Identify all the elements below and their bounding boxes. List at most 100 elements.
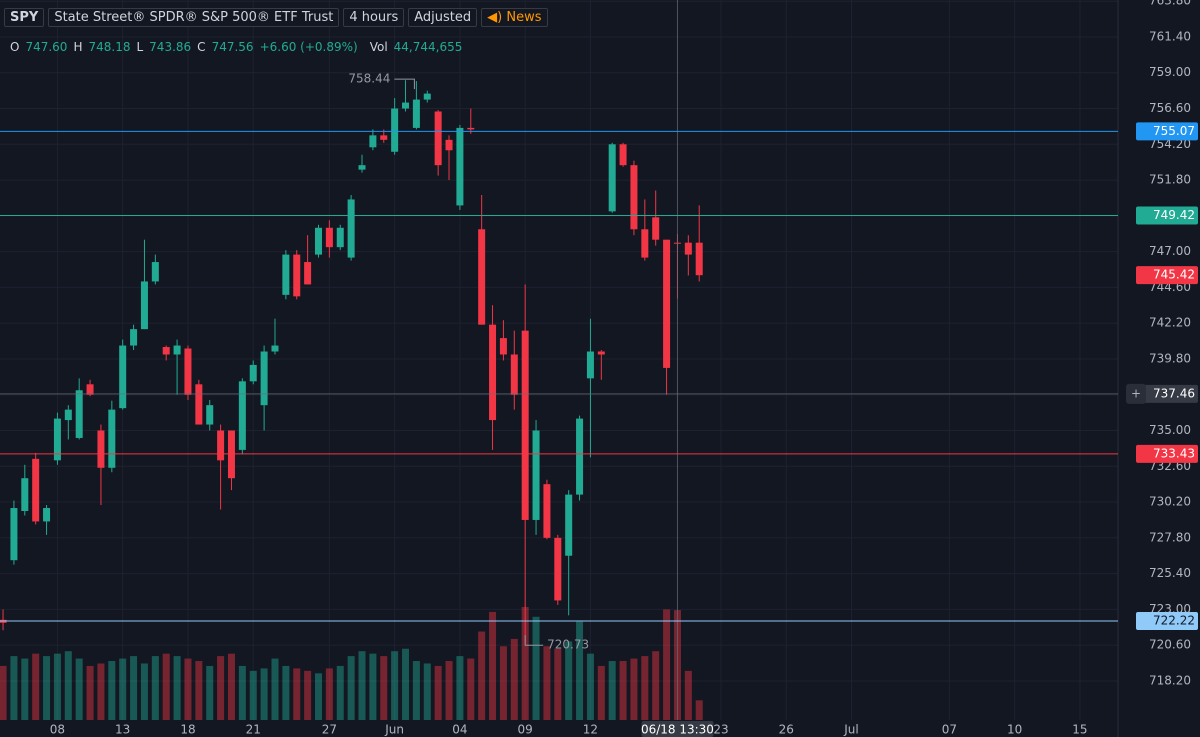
volume-bar bbox=[543, 646, 551, 720]
candle-body bbox=[663, 239, 671, 368]
candle-body bbox=[565, 494, 573, 556]
volume-bar bbox=[695, 700, 703, 720]
news-button[interactable]: ◀) News bbox=[481, 8, 548, 27]
candle-body bbox=[467, 127, 475, 130]
legend-key: H bbox=[73, 40, 83, 54]
volume-bar bbox=[489, 611, 497, 720]
candle-body bbox=[140, 281, 148, 330]
candle-body bbox=[21, 478, 29, 512]
x-tick-label: 23 bbox=[713, 723, 728, 737]
symbol-name[interactable]: State Street® SPDR® S&P 500® ETF Trust bbox=[48, 8, 340, 27]
volume-bar bbox=[412, 661, 420, 720]
x-tick-label: 26 bbox=[779, 723, 794, 737]
volume-bar bbox=[467, 658, 475, 720]
volume-bar bbox=[358, 651, 366, 720]
candle-body bbox=[53, 418, 61, 461]
crosshair-add-icon: + bbox=[1131, 386, 1141, 400]
volume-bar bbox=[75, 658, 83, 720]
candle-body bbox=[238, 381, 246, 450]
volume-bar bbox=[140, 663, 148, 720]
candle-body bbox=[445, 139, 453, 151]
crosshair-time-bg bbox=[641, 721, 714, 737]
candle-body bbox=[282, 254, 290, 295]
candle-body bbox=[249, 364, 257, 382]
volume-bar bbox=[445, 661, 453, 720]
legend-change: +6.60 (+0.89%) bbox=[259, 40, 358, 54]
candle-body bbox=[619, 144, 627, 166]
volume-bar bbox=[227, 653, 235, 720]
volume-bar bbox=[314, 673, 322, 720]
price-line-label-bg bbox=[1136, 444, 1198, 463]
volume-bar bbox=[456, 656, 464, 720]
volume-bar bbox=[532, 616, 540, 720]
volume-bar bbox=[162, 653, 170, 720]
crosshair-add-button[interactable] bbox=[1126, 383, 1146, 404]
candle-body bbox=[412, 99, 420, 128]
volume-bar bbox=[554, 648, 562, 720]
x-tick-label: 09 bbox=[518, 723, 533, 737]
x-tick-label: 12 bbox=[583, 723, 598, 737]
last-price-label-bg bbox=[1136, 266, 1198, 285]
volume-bar bbox=[217, 656, 225, 720]
crosshair-price-label: 737.46 bbox=[1153, 386, 1195, 400]
volume-bar bbox=[97, 663, 105, 720]
volume-bar bbox=[336, 665, 344, 720]
volume-bar bbox=[608, 661, 616, 720]
crosshair-time-label: 06/18 13:30 bbox=[641, 723, 714, 737]
x-tick-label: 08 bbox=[50, 723, 65, 737]
marker-connector bbox=[394, 78, 415, 90]
volume-bar bbox=[369, 653, 377, 720]
y-tick-label: 751.80 bbox=[1149, 173, 1191, 187]
candle-body bbox=[402, 102, 410, 109]
volume-bar bbox=[32, 653, 40, 720]
volume-bar bbox=[597, 665, 605, 720]
y-tick-label: 720.60 bbox=[1149, 638, 1191, 652]
legend-key: C bbox=[197, 40, 206, 54]
volume-bar bbox=[130, 656, 138, 720]
y-tick-label: 763.80 bbox=[1149, 0, 1191, 8]
legend-value: 748.18 bbox=[88, 40, 131, 54]
volume-bar bbox=[53, 653, 61, 720]
volume-bar bbox=[184, 658, 192, 720]
candle-body bbox=[608, 144, 616, 212]
candle-body bbox=[43, 508, 51, 522]
candle-body bbox=[369, 135, 377, 148]
volume-bar bbox=[684, 670, 692, 720]
candle-body bbox=[314, 227, 322, 255]
candle-body bbox=[489, 324, 497, 421]
symbol[interactable]: SPY bbox=[4, 8, 45, 27]
candle-body bbox=[86, 384, 94, 395]
candle-body bbox=[652, 217, 660, 240]
legend-value: 747.56 bbox=[211, 40, 254, 54]
high-marker: 758.44 bbox=[348, 72, 390, 86]
candle-body bbox=[10, 508, 18, 561]
candle-body bbox=[586, 351, 594, 379]
last-price-label: 745.42 bbox=[1153, 268, 1195, 282]
y-tick-label: 735.00 bbox=[1149, 423, 1191, 437]
volume-bar bbox=[206, 665, 214, 720]
legend-value: 743.86 bbox=[149, 40, 192, 54]
volume-bar bbox=[499, 646, 507, 720]
x-tick-label: 27 bbox=[322, 723, 337, 737]
volume-bar bbox=[391, 651, 399, 720]
x-tick-label: 18 bbox=[180, 723, 195, 737]
y-tick-label: 761.40 bbox=[1149, 29, 1191, 43]
volume-bar bbox=[43, 656, 51, 720]
candle-body bbox=[641, 229, 649, 258]
candle-body bbox=[130, 329, 138, 346]
price-line-label: 722.22 bbox=[1153, 614, 1195, 628]
adjustment[interactable]: Adjusted bbox=[408, 8, 478, 27]
candle-body bbox=[630, 165, 638, 230]
price-line-label: 749.42 bbox=[1153, 208, 1195, 222]
price-line-label-bg bbox=[1136, 206, 1198, 225]
x-tick-label: Jul bbox=[843, 723, 858, 737]
volume-bar bbox=[21, 658, 29, 720]
candle-body bbox=[217, 430, 225, 461]
marker-connector bbox=[524, 635, 544, 646]
interval[interactable]: 4 hours bbox=[343, 8, 405, 27]
volume-bar bbox=[108, 661, 116, 720]
candle-body bbox=[576, 418, 584, 495]
ohlc-legend: O 747.60 H 748.18 L 743.86 C 747.56 +6.60 (+… bbox=[10, 40, 462, 54]
